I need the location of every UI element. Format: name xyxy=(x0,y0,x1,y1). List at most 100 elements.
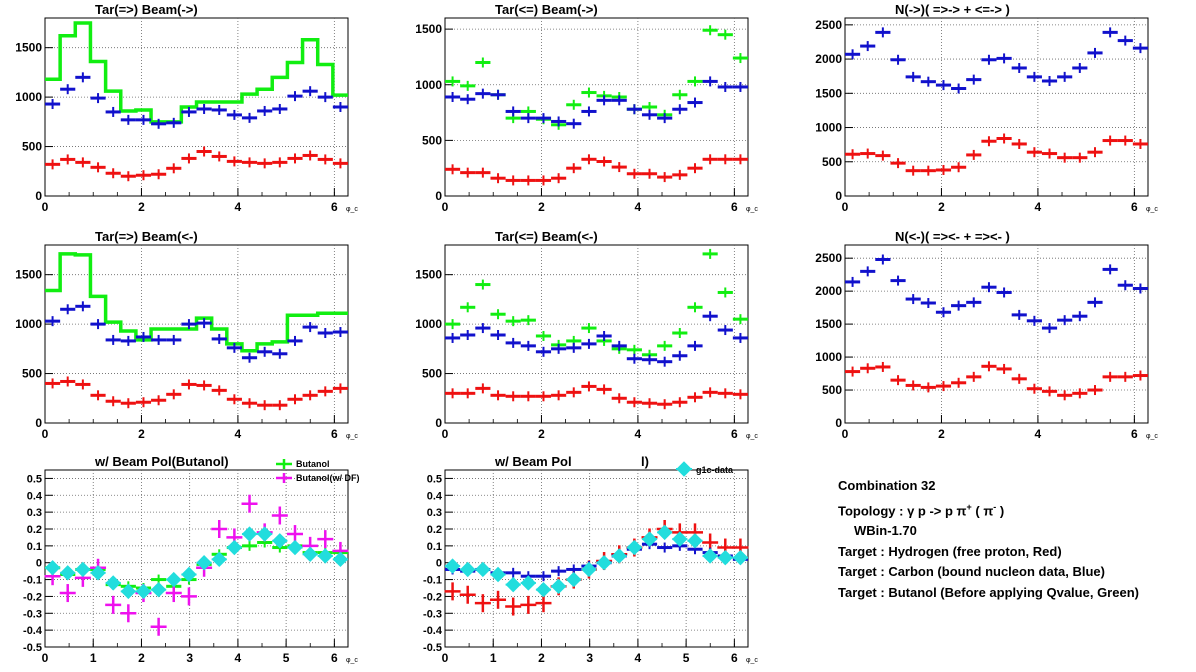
x-tick-label: 6 xyxy=(731,427,738,441)
x-tick-label: 3 xyxy=(186,651,193,665)
y-tick-label: 1000 xyxy=(415,317,442,331)
y-tick-label: 1500 xyxy=(15,41,42,55)
data-point xyxy=(181,566,197,583)
x-tick-label: 6 xyxy=(731,200,738,214)
plot-frame xyxy=(444,244,749,424)
x-axis-unit-label: φ_c xyxy=(746,657,758,664)
data-point xyxy=(550,578,567,595)
chart-panel-5: 0 2 4 6 φ_c 0 500 1000 1500 Tar(<=) Beam(<-) xyxy=(415,229,758,441)
y-tick-label: 500 xyxy=(422,367,442,381)
legend-label: Butanol(w/ DF) xyxy=(296,473,360,483)
data-point xyxy=(702,548,718,564)
data-point xyxy=(332,551,349,568)
topology-label: Topology : γ p -> p π+ ( π- ) xyxy=(838,501,1005,518)
x-tick-label: 0 xyxy=(42,427,49,441)
y-tick-label: 0.2 xyxy=(427,524,442,536)
data-point xyxy=(505,576,521,593)
x-tick-label: 6 xyxy=(331,200,338,214)
x-tick-label: 2 xyxy=(938,200,945,214)
x-tick-label: 4 xyxy=(635,651,642,665)
series-red xyxy=(444,381,749,410)
y-tick-label: 2500 xyxy=(815,251,842,265)
x-tick-label: 2 xyxy=(938,427,945,441)
y-tick-label: 2000 xyxy=(815,52,842,66)
y-tick-label: 1500 xyxy=(15,268,42,282)
x-tick-label: 0 xyxy=(842,200,849,214)
x-axis-unit-label: φ_c xyxy=(1146,433,1158,440)
data-point xyxy=(596,555,612,571)
x-tick-label: 2 xyxy=(538,651,545,665)
data-point xyxy=(611,548,627,564)
data-point xyxy=(44,560,61,576)
data-point xyxy=(75,561,91,578)
data-point xyxy=(732,549,749,566)
x-axis-unit-label: φ_c xyxy=(346,206,358,213)
y-tick-label: 500 xyxy=(22,140,42,154)
plot-frame xyxy=(444,17,749,197)
y-tick-label: 0.1 xyxy=(427,541,442,553)
y-tick-label: 2000 xyxy=(815,284,842,298)
data-point xyxy=(717,549,733,566)
x-axis-unit-label: φ_c xyxy=(346,433,358,440)
chart-title: Tar(<=) Beam(->) xyxy=(495,2,598,17)
y-tick-label: 0.1 xyxy=(27,541,42,553)
combination-label: Combination 32 xyxy=(838,478,936,493)
x-tick-label: 2 xyxy=(538,427,545,441)
x-tick-label: 5 xyxy=(283,651,290,665)
series-blue xyxy=(844,254,1149,334)
data-point xyxy=(656,524,673,541)
data-point xyxy=(672,531,688,547)
data-point xyxy=(272,533,288,549)
data-point xyxy=(460,561,476,578)
y-tick-label: 500 xyxy=(822,155,842,169)
data-point xyxy=(135,583,152,600)
x-tick-label: 0 xyxy=(42,651,49,665)
data-point xyxy=(535,581,552,598)
y-tick-label: -0.1 xyxy=(23,575,42,587)
series-green xyxy=(44,252,349,353)
x-tick-label: 6 xyxy=(1131,200,1138,214)
histogram-line xyxy=(44,21,349,124)
series-red xyxy=(444,520,749,616)
y-tick-label: -0.3 xyxy=(423,608,442,620)
y-tick-label: 0.3 xyxy=(427,507,442,519)
chart-title: Tar(=>) Beam(->) xyxy=(95,2,198,17)
data-point xyxy=(241,526,258,542)
y-tick-label: -0.2 xyxy=(423,591,442,603)
series-blue xyxy=(444,76,749,129)
y-tick-label: 1500 xyxy=(415,268,442,282)
x-tick-label: 1 xyxy=(490,651,497,665)
x-axis-unit-label: φ_c xyxy=(746,206,758,213)
target-hydrogen-label: Target : Hydrogen (free proton, Red) xyxy=(838,543,1062,559)
y-tick-label: 0.4 xyxy=(27,490,43,502)
y-tick-label: 1500 xyxy=(415,22,442,36)
data-point xyxy=(120,583,137,600)
x-tick-label: 2 xyxy=(538,200,545,214)
y-tick-label: 0 xyxy=(35,189,42,203)
target-butanol-label: Target : Butanol (Before applying Qvalue… xyxy=(838,584,1139,600)
data-point xyxy=(566,571,582,588)
data-point xyxy=(196,555,212,571)
y-tick-label: 1500 xyxy=(815,317,842,331)
plot-frame xyxy=(844,17,1149,197)
x-tick-label: 2 xyxy=(138,200,145,214)
data-point xyxy=(475,561,491,578)
y-tick-label: 1000 xyxy=(15,90,42,104)
y-tick-label: 1000 xyxy=(15,317,42,331)
x-axis-unit-label: φ_c xyxy=(746,433,758,440)
y-tick-label: 500 xyxy=(822,383,842,397)
y-tick-label: 500 xyxy=(422,133,442,147)
chart-title-tail: l) xyxy=(641,454,649,469)
series-green xyxy=(444,25,749,130)
chart-title: N(->)( =>-> + <=-> ) xyxy=(895,2,1010,17)
data-point xyxy=(490,566,506,583)
chart-title: Tar(=>) Beam(<-) xyxy=(95,229,198,244)
x-tick-label: 0 xyxy=(442,200,449,214)
chart-title: N(<-)( =><- + =><- ) xyxy=(895,229,1010,244)
y-tick-label: 0.5 xyxy=(27,473,42,485)
data-point xyxy=(581,561,597,578)
data-point xyxy=(226,539,243,556)
y-tick-label: -0.3 xyxy=(23,608,42,620)
x-tick-label: 6 xyxy=(331,427,338,441)
